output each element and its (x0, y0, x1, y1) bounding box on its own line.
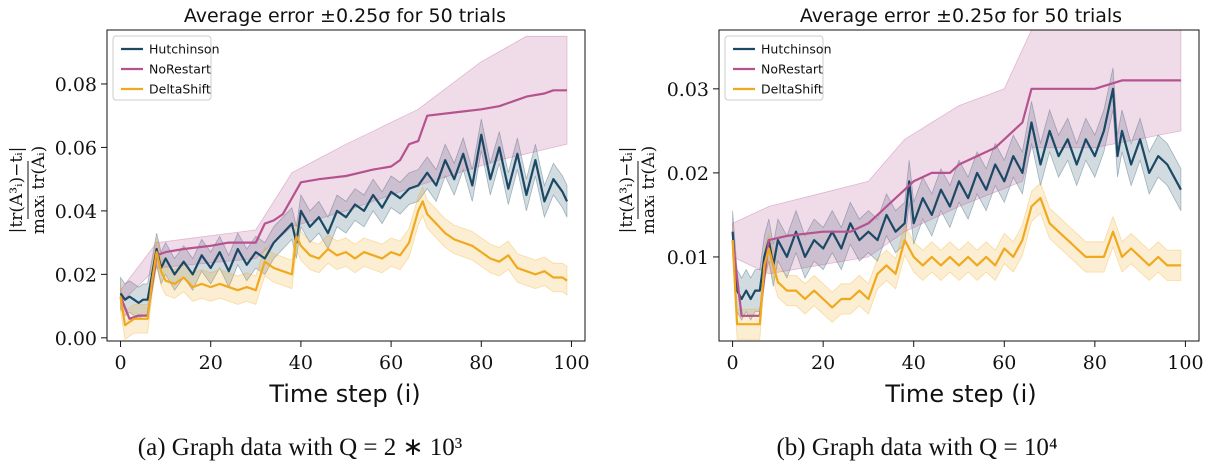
y-tick-label: 0.04 (55, 201, 97, 223)
legend-label-deltashift: DeltaShift (761, 82, 823, 97)
x-tick-label: 60 (992, 352, 1016, 374)
x-axis-label: Time step (i) (268, 380, 420, 408)
line-norestart (731, 79, 1181, 317)
legend-label-norestart: NoRestart (149, 62, 211, 77)
y-axis-label-denominator: maxᵢ tr(Aᵢ) (29, 146, 49, 235)
caption: (b) Graph data with Q = 10⁴ (776, 434, 1057, 461)
band-hutchinson (120, 118, 568, 320)
band-hutchinson (732, 67, 1182, 321)
x-tick-label: 100 (1167, 352, 1203, 374)
chart-title: Average error ±0.25σ for 50 trials (184, 5, 506, 27)
x-tick-label: 40 (902, 352, 926, 374)
legend-label-deltashift: DeltaShift (149, 82, 211, 97)
x-tick-label: 80 (469, 352, 493, 374)
legend (724, 35, 824, 101)
band-norestart (120, 35, 568, 304)
panel-b: Average error ±0.25σ for 50 trials |tr(A… (617, 5, 1204, 461)
x-tick-label: 60 (379, 352, 403, 374)
legend-label-hutchinson: Hutchinson (149, 42, 220, 57)
y-axis-label-denominator: maxᵢ tr(Aᵢ) (639, 146, 659, 235)
y-tick-label: 0.00 (55, 328, 97, 350)
x-tick-label: 0 (727, 352, 739, 374)
plot-frame (718, 29, 1200, 342)
band-deltashift (120, 186, 568, 341)
plot-frame (106, 29, 586, 342)
y-tick-label: 0.08 (55, 74, 97, 96)
line-hutchinson (119, 133, 568, 304)
band-deltashift (732, 182, 1182, 340)
y-tick-label: 0.06 (55, 137, 97, 159)
band-norestart (732, 29, 1182, 275)
caption: (a) Graph data with Q = 2 ∗ 10³ (138, 434, 463, 461)
line-deltashift (731, 197, 1181, 326)
x-tick-label: 20 (811, 352, 835, 374)
legend-label-norestart: NoRestart (761, 62, 823, 77)
legend (112, 35, 212, 101)
legend-label-hutchinson: Hutchinson (761, 42, 832, 57)
x-tick-label: 40 (289, 352, 313, 374)
x-tick-label: 0 (114, 352, 126, 374)
chart-title: Average error ±0.25σ for 50 trials (800, 5, 1122, 27)
y-tick-label: 0.01 (667, 247, 709, 269)
x-tick-label: 100 (553, 352, 589, 374)
x-tick-label: 80 (1083, 352, 1107, 374)
y-tick-label: 0.02 (55, 264, 97, 286)
y-tick-label: 0.03 (667, 79, 709, 101)
line-norestart (119, 89, 567, 320)
line-deltashift (119, 200, 568, 327)
x-tick-label: 20 (199, 352, 223, 374)
line-hutchinson (731, 87, 1182, 301)
y-axis-label-numerator: |tr(A³ᵢ)−tᵢ| (7, 147, 27, 234)
y-axis-label-numerator: |tr(A³ᵢ)−tᵢ| (617, 147, 637, 234)
x-axis-label: Time step (i) (884, 380, 1036, 408)
panel-a: Average error ±0.25σ for 50 trials |tr(A… (7, 5, 590, 461)
y-tick-label: 0.02 (667, 163, 709, 185)
